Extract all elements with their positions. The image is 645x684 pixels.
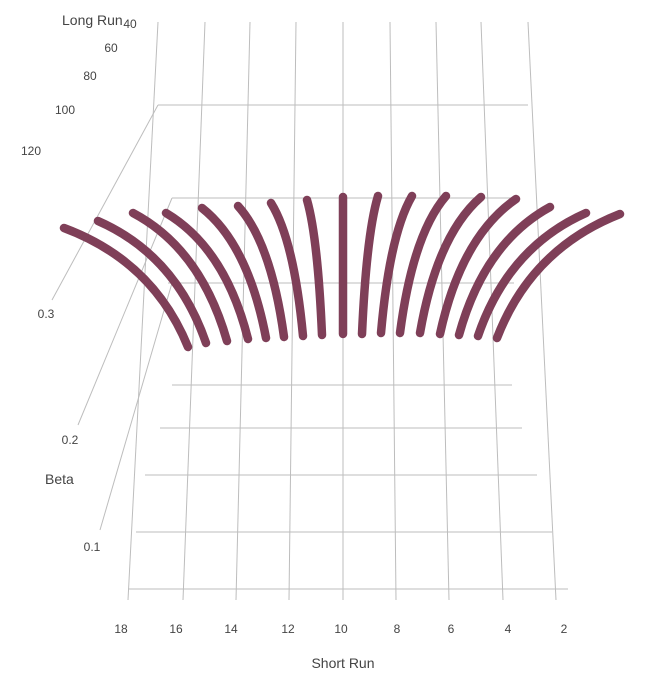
z-tick-label: 0.2 (62, 433, 79, 447)
y-tick-labels: 40 60 80 100 120 (21, 17, 137, 158)
series-curve-18 (128, 208, 232, 346)
z-tick-label: 0.3 (38, 307, 55, 321)
series-curve-8 (415, 192, 486, 338)
short-run-gridline (389, 21, 397, 601)
series-curve-17 (161, 208, 253, 344)
x-axis-title: Short Run (311, 655, 374, 671)
short-run-gridline (288, 21, 297, 601)
series-curve-4 (492, 209, 625, 343)
x-tick-label: 6 (448, 622, 455, 636)
y-tick-label: 80 (83, 69, 97, 83)
y-tick-label: 40 (123, 17, 137, 31)
series-curve-11 (357, 191, 383, 339)
x-tick-label: 4 (505, 622, 512, 636)
series-curve-14 (266, 198, 308, 341)
series-curve-5 (473, 208, 591, 341)
x-tick-labels: 18 16 14 12 10 8 6 4 2 (114, 622, 567, 636)
series-curve-16 (197, 203, 271, 343)
z-axis-title: Beta (45, 471, 74, 487)
y-tick-label: 60 (104, 41, 118, 55)
series-curve-9 (395, 191, 451, 338)
x-tick-label: 12 (281, 622, 295, 636)
z-axis-rail (99, 282, 173, 531)
z-axis-rail (51, 104, 159, 301)
x-tick-label: 18 (114, 622, 128, 636)
series-curve-10 (376, 191, 417, 338)
x-tick-label: 8 (394, 622, 401, 636)
series-curve-6 (454, 202, 555, 340)
series-curve-7 (435, 194, 521, 339)
x-tick-label: 14 (224, 622, 238, 636)
x-tick-label: 10 (334, 622, 348, 636)
z-tick-labels: 0.1 0.2 0.3 (38, 307, 101, 554)
y-tick-label: 100 (55, 103, 75, 117)
y-axis-title: Long Run (62, 12, 123, 28)
z-tick-label: 0.1 (84, 540, 101, 554)
short-run-gridline (127, 21, 159, 601)
x-tick-label: 16 (169, 622, 183, 636)
series-curve-20 (59, 223, 193, 352)
x-tick-label: 2 (561, 622, 568, 636)
series-curve-19 (93, 216, 211, 348)
chart-series (59, 191, 625, 352)
short-run-gridline (527, 21, 557, 601)
series-curve-15 (233, 201, 289, 342)
z-axis-rail (77, 197, 173, 426)
series-curve-13 (302, 195, 327, 340)
y-tick-label: 120 (21, 144, 41, 158)
